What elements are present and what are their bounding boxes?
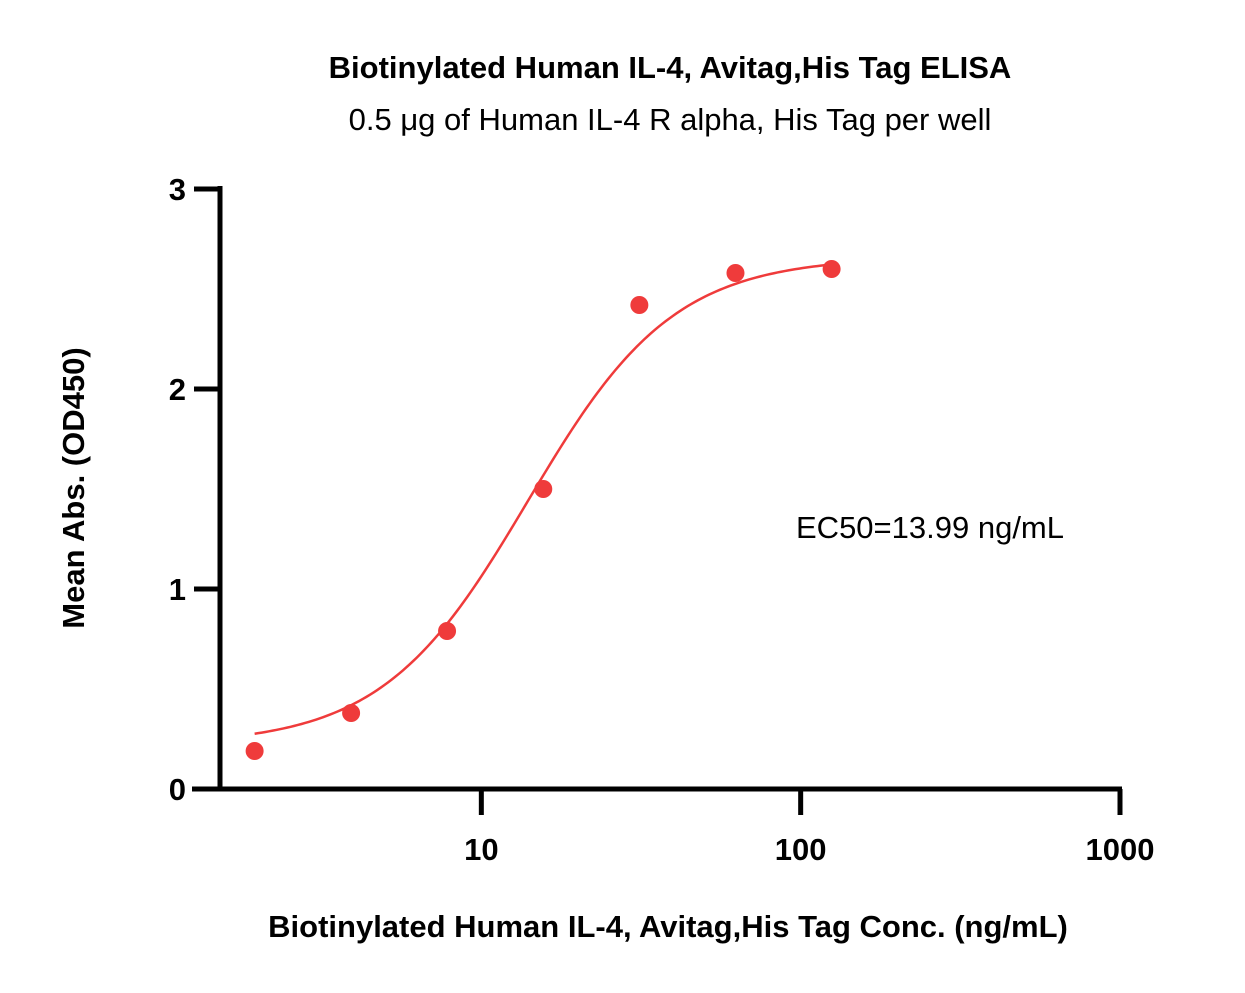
y-tick-label: 3 bbox=[169, 172, 186, 207]
y-tick-label: 0 bbox=[169, 772, 186, 807]
x-tick-label: 100 bbox=[775, 832, 827, 867]
x-tick-label: 10 bbox=[464, 832, 498, 867]
y-tick-label: 1 bbox=[169, 572, 186, 607]
data-point bbox=[342, 704, 361, 722]
data-point bbox=[726, 264, 745, 282]
y-tick-label: 2 bbox=[169, 372, 186, 407]
x-tick-label: 1000 bbox=[1086, 832, 1155, 867]
y-axis: 0 1 2 3 bbox=[169, 172, 223, 807]
data-point bbox=[245, 742, 264, 760]
x-axis: 10 100 1000 bbox=[192, 786, 1155, 867]
ec50-annotation: EC50=13.99 ng/mL bbox=[796, 510, 1064, 545]
chart-subtitle: 0.5 μg of Human IL-4 R alpha, His Tag pe… bbox=[349, 102, 992, 137]
data-point bbox=[438, 622, 457, 640]
data-point bbox=[822, 260, 841, 278]
data-point bbox=[630, 296, 649, 314]
y-axis-title: Mean Abs. (OD450) bbox=[56, 347, 91, 628]
chart-title: Biotinylated Human IL-4, Avitag,His Tag … bbox=[329, 50, 1012, 85]
x-axis-title: Biotinylated Human IL-4, Avitag,His Tag … bbox=[268, 909, 1068, 944]
fit-curve bbox=[254, 263, 832, 735]
data-point bbox=[534, 480, 553, 498]
